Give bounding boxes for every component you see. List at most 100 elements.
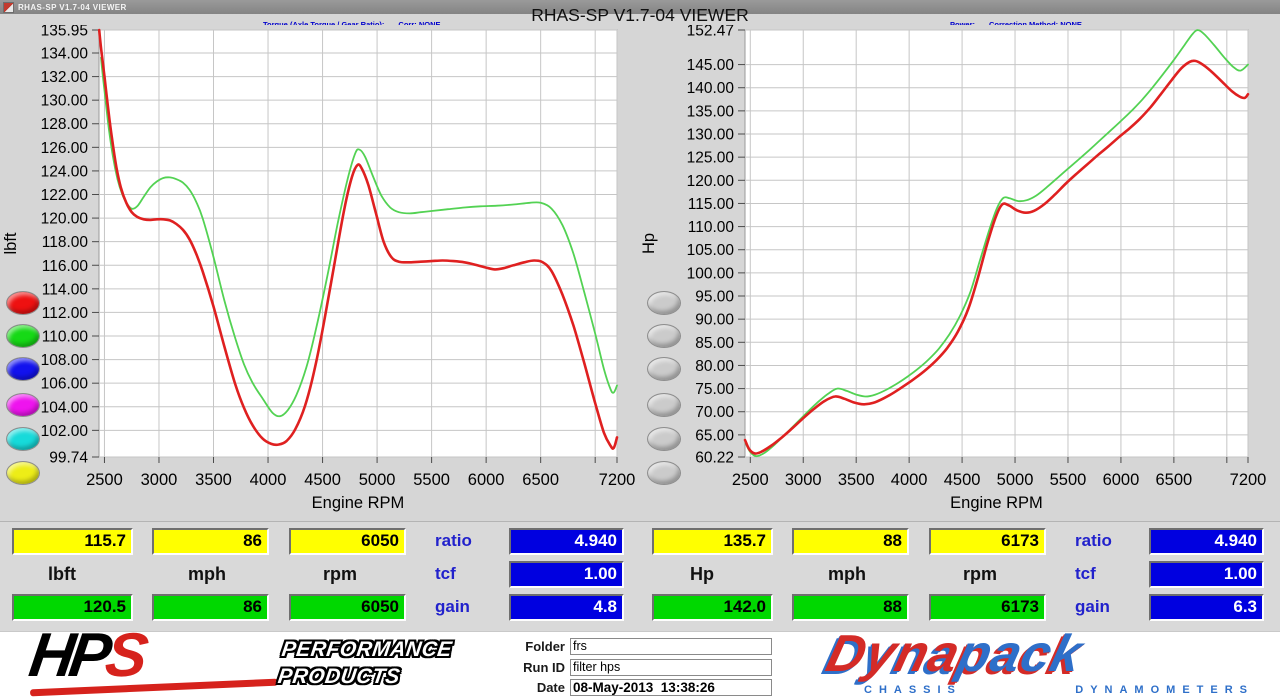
svg-text:120.00: 120.00 [41,211,89,228]
svg-text:3500: 3500 [195,471,232,489]
svg-text:130.00: 130.00 [41,93,89,110]
channel-button-4[interactable] [647,393,681,417]
page-title: RHAS-SP V1.7-04 VIEWER [531,5,749,25]
readout-primary-rpm: 6050 [289,528,406,555]
unit-label-mph: mph [828,564,866,584]
svg-text:3000: 3000 [141,471,178,489]
channel-button-3[interactable] [6,357,40,381]
svg-text:65.00: 65.00 [695,427,734,444]
torque-caption-label: Torque (Axle Torque / Gear Ratio): [263,20,384,29]
gain-label: gain [435,597,470,616]
ratio-value: 4.940 [1149,528,1264,555]
run-id-label: Run ID [523,659,565,675]
svg-text:140.00: 140.00 [687,80,735,97]
run-id-input[interactable] [570,658,772,676]
readout-secondary-value: 120.5 [12,594,133,621]
channel-button-3[interactable] [647,357,681,381]
channel-button-5[interactable] [647,427,681,451]
channel-button-1[interactable] [6,291,40,315]
window-titlebar[interactable]: RHAS-SP V1.7-04 VIEWER [0,0,1280,14]
run-id-row: Run ID [470,658,772,676]
readout-primary-value: 135.7 [652,528,773,555]
svg-text:124.00: 124.00 [41,163,89,180]
readout-primary-speed: 88 [792,528,909,555]
folder-label: Folder [525,638,565,654]
channel-button-1[interactable] [647,291,681,315]
torque-chart: 135.95 134.00 132.00 130.00 128.00 126.00 124.… [2,25,636,517]
readout-secondary-rpm: 6173 [929,594,1046,621]
svg-text:99.74: 99.74 [49,450,88,467]
svg-text:90.00: 90.00 [695,312,734,329]
svg-text:7200: 7200 [599,471,636,489]
svg-text:134.00: 134.00 [41,45,89,62]
svg-text:126.00: 126.00 [41,140,89,157]
readout-secondary-value: 142.0 [652,594,773,621]
svg-text:3500: 3500 [838,471,875,489]
svg-text:6500: 6500 [522,471,559,489]
channel-button-6[interactable] [6,461,40,485]
svg-text:85.00: 85.00 [695,335,734,352]
torque-corr-value: Corr: NONE [398,20,440,29]
ratio-value: 4.940 [509,528,624,555]
readout-primary-speed: 86 [152,528,269,555]
folder-row: Folder [470,637,772,655]
unit-label-mph: mph [188,564,226,584]
svg-text:105.00: 105.00 [687,242,735,259]
svg-text:95.00: 95.00 [695,289,734,306]
date-input[interactable] [570,678,772,696]
torque-caption: Torque (Axle Torque / Gear Ratio): Corr: … [263,20,441,29]
channel-button-4[interactable] [6,393,40,417]
readout-strip: 115.7 86 6050 ratio 4.940 lbft mph rpm t… [0,521,1280,632]
window-title: RHAS-SP V1.7-04 VIEWER [18,2,127,12]
power-caption-label: Power: [950,20,975,29]
gain-value: 4.8 [509,594,624,621]
svg-text:125.00: 125.00 [687,150,735,167]
readout-secondary-rpm: 6050 [289,594,406,621]
svg-text:Hp: Hp [640,233,658,254]
svg-text:lbft: lbft [2,232,20,254]
tcf-value: 1.00 [1149,561,1264,588]
svg-text:6500: 6500 [1156,471,1193,489]
hps-hp: HP [25,621,111,690]
svg-text:70.00: 70.00 [695,404,734,421]
svg-text:3000: 3000 [785,471,822,489]
channel-button-2[interactable] [647,324,681,348]
tcf-label: tcf [435,564,456,583]
svg-text:118.00: 118.00 [42,234,89,251]
dynapack-logo: Dynapack CHASSIS DYNAMOMETERS [821,625,1262,699]
hps-logo-subtext: PERFORMANCE PRODUCTS [276,636,454,690]
channel-button-5[interactable] [6,427,40,451]
readout-secondary-speed: 86 [152,594,269,621]
svg-text:2500: 2500 [86,471,123,489]
hps-logo: HPS PERFORMANCE PRODUCTS [16,621,476,699]
svg-text:6000: 6000 [468,471,505,489]
svg-text:122.00: 122.00 [41,187,89,204]
tcf-value: 1.00 [509,561,624,588]
dynapack-pack: pack [951,625,1089,683]
channel-button-2[interactable] [6,324,40,348]
gain-value: 6.3 [1149,594,1264,621]
torque-readout: 115.7 86 6050 ratio 4.940 lbft mph rpm t… [0,522,640,631]
channel-button-6[interactable] [647,461,681,485]
dynapack-logo-word: Dynapack [821,624,1090,684]
svg-text:80.00: 80.00 [695,358,734,375]
ratio-label: ratio [1075,531,1112,550]
power-chart: 152.47 145.00 140.00 135.00 130.00 125.00 120.… [640,25,1276,517]
footer: HPS PERFORMANCE PRODUCTS Folder Run ID D… [0,621,1280,699]
svg-text:135.95: 135.95 [41,25,88,40]
svg-text:110.00: 110.00 [688,219,735,236]
svg-text:102.00: 102.00 [41,423,89,440]
ratio-label: ratio [435,531,472,550]
svg-text:4500: 4500 [304,471,341,489]
svg-text:132.00: 132.00 [41,69,89,86]
svg-text:5000: 5000 [359,471,396,489]
svg-text:128.00: 128.00 [41,116,89,133]
svg-text:145.00: 145.00 [687,57,735,74]
svg-text:106.00: 106.00 [41,376,89,393]
svg-text:108.00: 108.00 [41,352,89,369]
svg-text:130.00: 130.00 [687,127,735,144]
svg-text:115.00: 115.00 [688,196,735,213]
folder-input[interactable] [570,637,772,655]
unit-label-rpm: rpm [962,564,997,584]
